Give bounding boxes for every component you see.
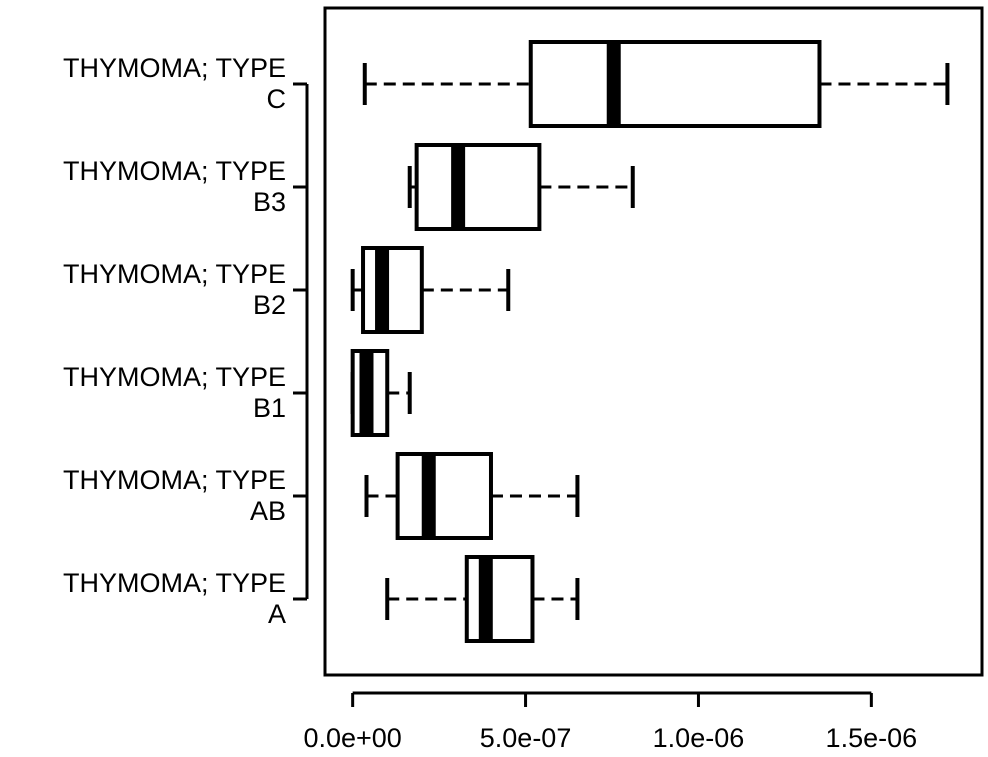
box-iqr bbox=[528, 40, 822, 128]
box-iqr bbox=[395, 452, 493, 540]
x-tick-label: 0.0e+00 bbox=[303, 723, 401, 753]
box-iqr bbox=[464, 555, 535, 643]
y-tick-label: B1 bbox=[253, 393, 286, 423]
boxes-layer bbox=[350, 40, 950, 643]
x-axis: 0.0e+00 5.0e-07 1.0e-06 1.5e-06 bbox=[303, 691, 918, 753]
y-tick-label: THYMOMA; TYPE bbox=[63, 568, 286, 598]
box-group bbox=[362, 40, 950, 128]
box-group bbox=[364, 452, 580, 540]
y-tick-label: A bbox=[268, 599, 286, 629]
x-tick-label: 5.0e-07 bbox=[480, 723, 572, 753]
y-tick-label: THYMOMA; TYPE bbox=[63, 156, 286, 186]
y-tick-label: THYMOMA; TYPE bbox=[63, 465, 286, 495]
x-tick-label: 1.5e-06 bbox=[826, 723, 918, 753]
y-tick-label: THYMOMA; TYPE bbox=[63, 362, 286, 392]
box-iqr bbox=[414, 143, 542, 231]
y-tick-label: THYMOMA; TYPE bbox=[63, 259, 286, 289]
box-group bbox=[350, 246, 511, 334]
box-group bbox=[385, 555, 580, 643]
box-group bbox=[407, 143, 635, 231]
y-tick-label: THYMOMA; TYPE bbox=[63, 53, 286, 83]
x-tick-label: 1.0e-06 bbox=[653, 723, 745, 753]
box-iqr bbox=[361, 246, 424, 334]
box-group bbox=[350, 349, 412, 437]
y-tick-label: AB bbox=[250, 496, 286, 526]
plot-area-frame bbox=[323, 6, 984, 677]
y-tick-label: B3 bbox=[253, 187, 286, 217]
y-tick-label: B2 bbox=[253, 290, 286, 320]
y-tick-label: C bbox=[267, 84, 287, 114]
